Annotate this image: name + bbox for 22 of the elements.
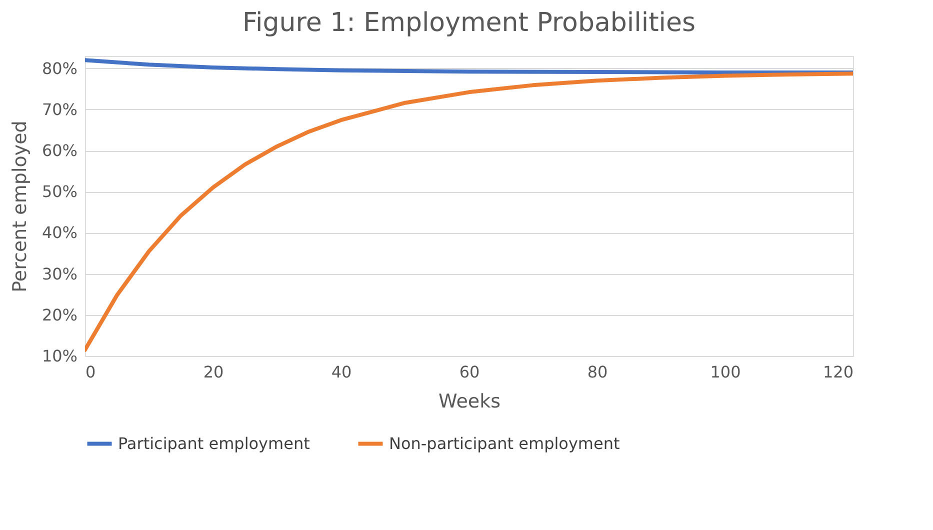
line-series — [85, 72, 853, 352]
y-tick-label: 70% — [42, 100, 78, 119]
chart-title: Figure 1: Employment Probabilities — [242, 8, 696, 38]
line-series — [85, 58, 853, 74]
x-tick-label: 20 — [203, 362, 224, 382]
y-tick-label: 60% — [42, 141, 78, 160]
legend-label: Non-participant employment — [389, 434, 620, 453]
x-tick-label: 40 — [331, 362, 352, 382]
x-tick-label: 80 — [587, 362, 608, 382]
y-tick-label: 20% — [42, 305, 78, 324]
y-tick-label: 80% — [42, 58, 78, 78]
legend-label: Participant employment — [118, 434, 310, 453]
x-tick-label: 60 — [459, 362, 480, 382]
x-tick-label: 120 — [822, 362, 854, 382]
y-tick-label: 10% — [42, 346, 78, 366]
y-axis-title: Percent employed — [8, 120, 31, 292]
y-tick-label: 30% — [42, 264, 78, 284]
x-tick-label: 0 — [86, 362, 96, 382]
y-tick-label: 40% — [42, 223, 78, 242]
y-tick-label: 50% — [42, 182, 78, 202]
x-tick-label: 100 — [710, 362, 741, 382]
x-axis-title: Weeks — [438, 390, 500, 412]
